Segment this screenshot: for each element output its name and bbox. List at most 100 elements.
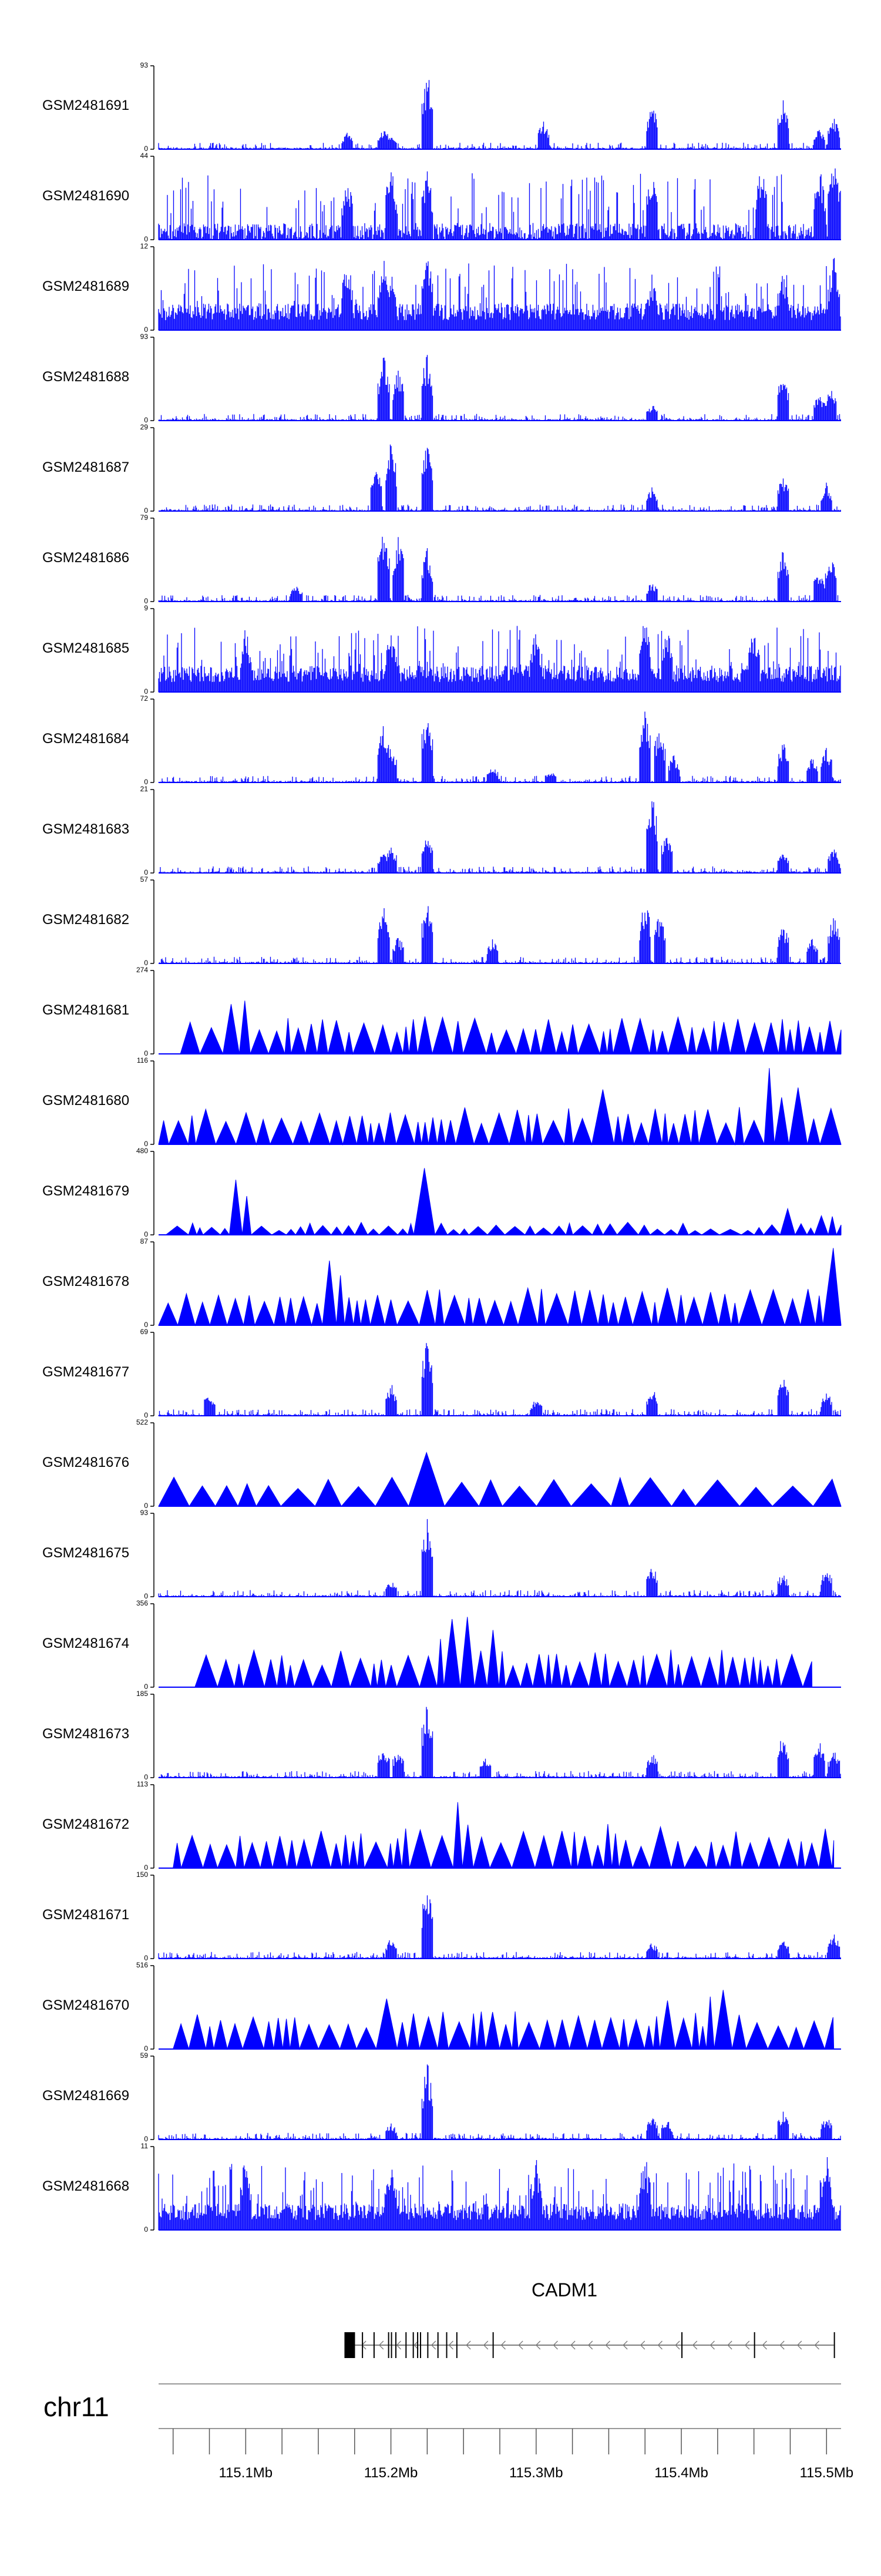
track-GSM2481676 bbox=[150, 1423, 841, 1506]
y-max-label: 356 bbox=[117, 1599, 148, 1607]
track-label: GSM2481675 bbox=[42, 1545, 172, 1561]
y-max-label: 480 bbox=[117, 1147, 148, 1155]
y-max-label: 116 bbox=[117, 1056, 148, 1064]
track-label: GSM2481688 bbox=[42, 369, 172, 385]
track-label: GSM2481674 bbox=[42, 1635, 172, 1652]
tick-label: 115.3Mb bbox=[489, 2465, 583, 2481]
track-label: GSM2481683 bbox=[42, 821, 172, 838]
track-label: GSM2481668 bbox=[42, 2178, 172, 2195]
genome-axis bbox=[159, 2384, 841, 2454]
y-max-label: 9 bbox=[117, 604, 148, 612]
coverage-bars bbox=[159, 2157, 840, 2230]
coverage-bars bbox=[159, 258, 840, 330]
coverage-bars bbox=[160, 801, 841, 873]
chromosome-label: chr11 bbox=[43, 2391, 109, 2423]
y-max-label: 57 bbox=[117, 875, 148, 884]
track-label: GSM2481669 bbox=[42, 2088, 172, 2104]
track-GSM2481671 bbox=[150, 1875, 841, 1959]
exon bbox=[417, 2332, 418, 2358]
track-label: GSM2481684 bbox=[42, 731, 172, 747]
track-label: GSM2481690 bbox=[42, 188, 172, 204]
track-label: GSM2481685 bbox=[42, 640, 172, 657]
exon bbox=[446, 2332, 448, 2358]
coverage-bars bbox=[159, 1343, 840, 1416]
coverage-area bbox=[166, 1168, 841, 1235]
y-max-label: 79 bbox=[117, 513, 148, 522]
track-label: GSM2481673 bbox=[42, 1726, 172, 1742]
coverage-bars bbox=[159, 537, 840, 602]
track-GSM2481688 bbox=[150, 337, 841, 421]
coverage-area bbox=[159, 1453, 841, 1506]
exon bbox=[395, 2332, 396, 2358]
y-max-label: 87 bbox=[117, 1237, 148, 1245]
gene-model bbox=[344, 2332, 835, 2358]
track-label: GSM2481691 bbox=[42, 98, 172, 114]
y-max-label: 93 bbox=[117, 61, 148, 69]
coverage-bars bbox=[160, 906, 841, 964]
tick-label: 115.5Mb bbox=[779, 2465, 873, 2481]
track-GSM2481675 bbox=[150, 1513, 841, 1597]
track-GSM2481673 bbox=[150, 1694, 841, 1778]
y-max-label: 93 bbox=[117, 333, 148, 341]
track-GSM2481674 bbox=[150, 1604, 841, 1687]
y-max-label: 59 bbox=[117, 2051, 148, 2060]
exon bbox=[413, 2332, 414, 2358]
track-GSM2481691 bbox=[150, 66, 841, 149]
coverage-area bbox=[159, 1068, 841, 1144]
track-label: GSM2481686 bbox=[42, 550, 172, 566]
exon bbox=[438, 2332, 439, 2358]
y-max-label: 185 bbox=[117, 1690, 148, 1698]
track-GSM2481689 bbox=[150, 247, 841, 330]
coverage-area bbox=[173, 1802, 834, 1868]
coverage-bars bbox=[159, 1707, 840, 1778]
y-zero-label: 0 bbox=[117, 2225, 148, 2234]
coverage-bars bbox=[159, 1895, 840, 1959]
y-max-label: 113 bbox=[117, 1780, 148, 1788]
y-max-label: 93 bbox=[117, 1509, 148, 1517]
track-label: GSM2481679 bbox=[42, 1183, 172, 1200]
y-max-label: 11 bbox=[117, 2142, 148, 2150]
track-GSM2481685 bbox=[150, 609, 841, 692]
y-max-label: 522 bbox=[117, 1418, 148, 1426]
tick-label: 115.4Mb bbox=[634, 2465, 728, 2481]
track-label: GSM2481672 bbox=[42, 1816, 172, 1833]
y-max-label: 274 bbox=[117, 966, 148, 974]
exon bbox=[347, 2332, 348, 2358]
exon bbox=[388, 2332, 389, 2358]
track-label: GSM2481670 bbox=[42, 1997, 172, 2014]
track-label: GSM2481682 bbox=[42, 912, 172, 928]
coverage-area bbox=[195, 1617, 812, 1687]
tick-label: 115.2Mb bbox=[344, 2465, 438, 2481]
y-max-label: 150 bbox=[117, 1870, 148, 1879]
exon bbox=[344, 2332, 355, 2358]
coverage-bars bbox=[159, 711, 840, 782]
exon bbox=[391, 2332, 392, 2358]
y-max-label: 72 bbox=[117, 694, 148, 703]
exon bbox=[350, 2332, 351, 2358]
y-max-label: 12 bbox=[117, 242, 148, 250]
coverage-area bbox=[159, 1248, 841, 1326]
track-GSM2481680 bbox=[150, 1061, 841, 1144]
coverage-bars bbox=[159, 169, 840, 240]
tick-label: 115.1Mb bbox=[199, 2465, 292, 2481]
track-label: GSM2481676 bbox=[42, 1455, 172, 1471]
track-GSM2481677 bbox=[150, 1332, 841, 1416]
track-GSM2481681 bbox=[150, 970, 841, 1054]
track-GSM2481668 bbox=[150, 2147, 841, 2230]
track-GSM2481679 bbox=[150, 1151, 841, 1235]
coverage-bars bbox=[159, 626, 840, 693]
coverage-bars bbox=[159, 355, 840, 421]
track-label: GSM2481687 bbox=[42, 459, 172, 476]
exon bbox=[834, 2332, 835, 2358]
y-max-label: 21 bbox=[117, 785, 148, 793]
coverage-bars bbox=[160, 445, 840, 511]
exon bbox=[456, 2332, 458, 2358]
track-label: GSM2481678 bbox=[42, 1274, 172, 1290]
exon bbox=[427, 2332, 428, 2358]
exon bbox=[420, 2332, 421, 2358]
gene-name-label: CADM1 bbox=[532, 2279, 597, 2301]
track-GSM2481670 bbox=[150, 1966, 841, 2049]
genome-browser-figure: GSM2481691 93 0 GSM2481690 44 0 GSM2481689 12 0 G… bbox=[0, 0, 881, 2573]
track-GSM2481678 bbox=[150, 1242, 841, 1325]
track-label: GSM2481680 bbox=[42, 1093, 172, 1109]
